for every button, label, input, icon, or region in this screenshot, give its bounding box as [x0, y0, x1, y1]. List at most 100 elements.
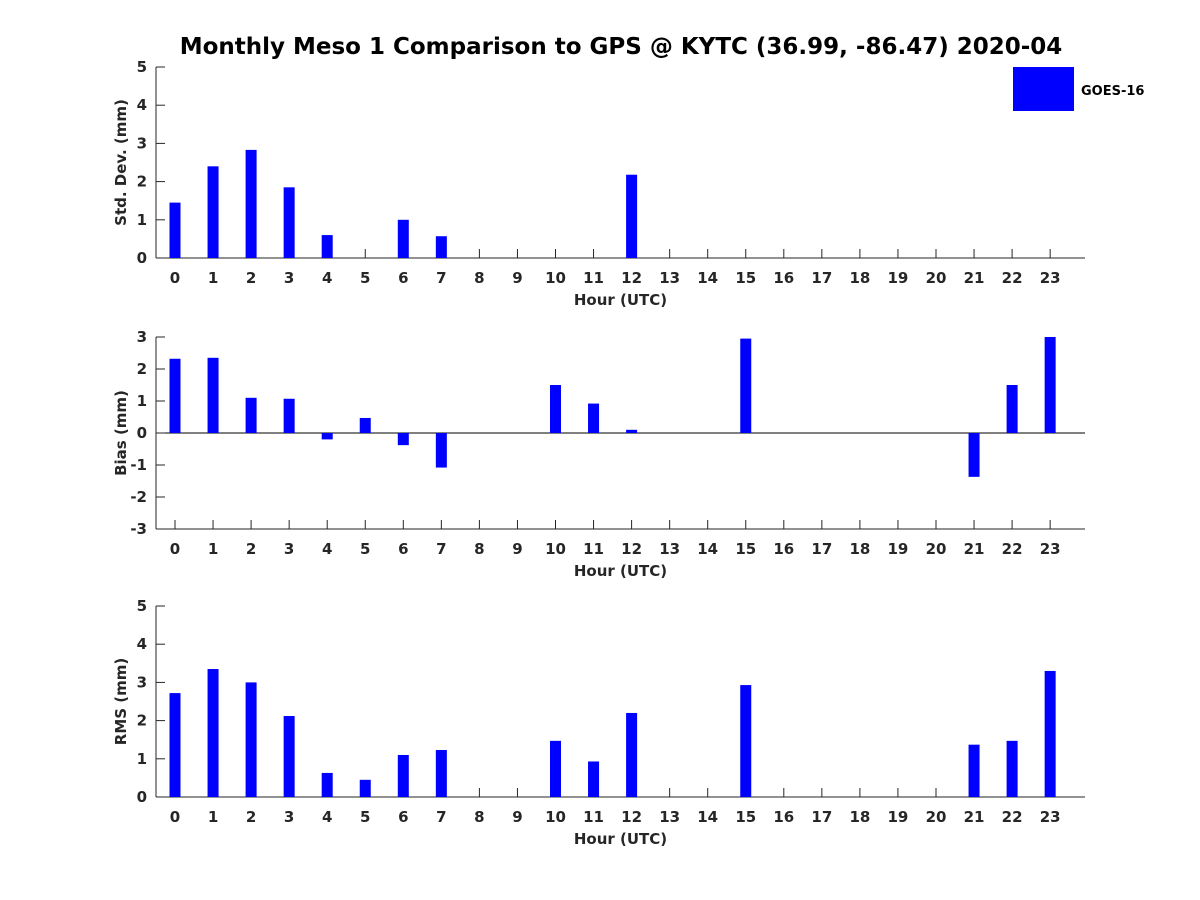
x-tick-label: 4	[322, 269, 332, 287]
x-axis-label: Hour (UTC)	[574, 291, 667, 309]
bar-hour-10	[550, 385, 561, 433]
x-tick-label: 17	[811, 540, 832, 558]
bar-hour-4	[321, 235, 333, 258]
x-tick-label: 2	[246, 540, 256, 558]
x-tick-label: 19	[888, 808, 909, 826]
bar-hour-3	[283, 716, 295, 797]
y-tick-label: 4	[137, 635, 147, 653]
y-tick-label: 2	[137, 173, 147, 191]
bar-hour-21	[968, 744, 980, 797]
bar-hour-3	[283, 187, 295, 258]
x-tick-label: 12	[621, 808, 642, 826]
y-tick-label: 1	[137, 211, 147, 229]
x-tick-label: 6	[398, 269, 408, 287]
legend-label: GOES-16	[1081, 84, 1144, 99]
x-tick-label: 10	[545, 540, 566, 558]
x-tick-label: 22	[1002, 808, 1023, 826]
y-tick-label: 3	[137, 328, 147, 346]
y-tick-label: 5	[137, 597, 147, 615]
bar-hour-5	[359, 779, 371, 797]
y-axis-label: Bias (mm)	[112, 390, 130, 476]
x-tick-label: 8	[474, 269, 484, 287]
x-tick-label: 17	[811, 808, 832, 826]
bar-hour-4	[321, 772, 333, 797]
bar-hour-7	[435, 750, 447, 797]
x-tick-label: 18	[849, 808, 870, 826]
bar-hour-10	[550, 740, 561, 797]
x-tick-label: 1	[208, 540, 218, 558]
x-tick-label: 12	[621, 540, 642, 558]
x-tick-label: 23	[1040, 540, 1061, 558]
y-tick-label: -1	[130, 456, 147, 474]
x-tick-label: 13	[659, 808, 680, 826]
x-tick-label: 12	[621, 269, 642, 287]
x-tick-label: 2	[246, 269, 256, 287]
legend: GOES-16	[1013, 67, 1144, 111]
x-tick-label: 15	[735, 808, 756, 826]
y-tick-label: 0	[137, 249, 147, 267]
x-tick-label: 11	[583, 540, 604, 558]
y-tick-label: 3	[137, 134, 147, 152]
bar-hour-4	[321, 433, 333, 440]
x-tick-label: 7	[436, 808, 446, 826]
bar-hour-6	[397, 754, 409, 797]
x-tick-label: 6	[398, 808, 408, 826]
x-tick-label: 9	[512, 269, 522, 287]
bar-hour-2	[245, 397, 257, 433]
x-tick-label: 23	[1040, 269, 1061, 287]
y-tick-label: 2	[137, 360, 147, 378]
x-tick-label: 20	[926, 269, 947, 287]
x-tick-label: 10	[545, 269, 566, 287]
x-tick-label: 10	[545, 808, 566, 826]
x-tick-label: 23	[1040, 808, 1061, 826]
bar-hour-0	[169, 202, 181, 258]
x-tick-label: 0	[170, 808, 180, 826]
x-tick-label: 16	[773, 540, 794, 558]
x-tick-label: 21	[964, 808, 985, 826]
x-tick-label: 14	[697, 269, 718, 287]
x-tick-label: 13	[659, 269, 680, 287]
y-tick-label: 3	[137, 673, 147, 691]
bar-hour-23	[1044, 337, 1056, 433]
bar-hour-11	[588, 761, 600, 797]
bar-hour-12	[626, 429, 638, 433]
x-tick-label: 20	[926, 540, 947, 558]
bar-hour-15	[740, 338, 752, 433]
y-tick-label: 0	[137, 424, 147, 442]
y-tick-label: 1	[137, 392, 147, 410]
x-tick-label: 20	[926, 808, 947, 826]
bar-hour-7	[435, 236, 447, 258]
x-tick-label: 9	[512, 808, 522, 826]
bar-hour-11	[588, 403, 600, 433]
x-tick-label: 18	[849, 540, 870, 558]
y-tick-label: 2	[137, 712, 147, 730]
bar-hour-6	[397, 219, 409, 258]
bar-hour-12	[626, 712, 638, 797]
y-tick-label: 0	[137, 788, 147, 806]
bar-hour-7	[435, 433, 447, 468]
x-tick-label: 1	[208, 808, 218, 826]
x-tick-label: 1	[208, 269, 218, 287]
x-tick-label: 17	[811, 269, 832, 287]
y-axis-label: Std. Dev. (mm)	[112, 99, 130, 226]
x-tick-label: 0	[170, 269, 180, 287]
x-tick-label: 3	[284, 808, 294, 826]
x-tick-label: 21	[964, 540, 985, 558]
chart-title: Monthly Meso 1 Comparison to GPS @ KYTC …	[180, 34, 1063, 60]
x-tick-label: 22	[1002, 540, 1023, 558]
x-tick-label: 8	[474, 808, 484, 826]
x-tick-label: 4	[322, 540, 332, 558]
bar-hour-0	[169, 693, 181, 797]
bar-hour-1	[207, 669, 219, 797]
x-tick-label: 5	[360, 540, 370, 558]
bar-hour-2	[245, 682, 257, 797]
y-tick-label: 5	[137, 58, 147, 76]
x-tick-label: 5	[360, 269, 370, 287]
x-tick-label: 14	[697, 540, 718, 558]
x-tick-label: 16	[773, 269, 794, 287]
x-tick-label: 18	[849, 269, 870, 287]
bar-hour-22	[1006, 740, 1018, 797]
bar-hour-2	[245, 149, 257, 258]
